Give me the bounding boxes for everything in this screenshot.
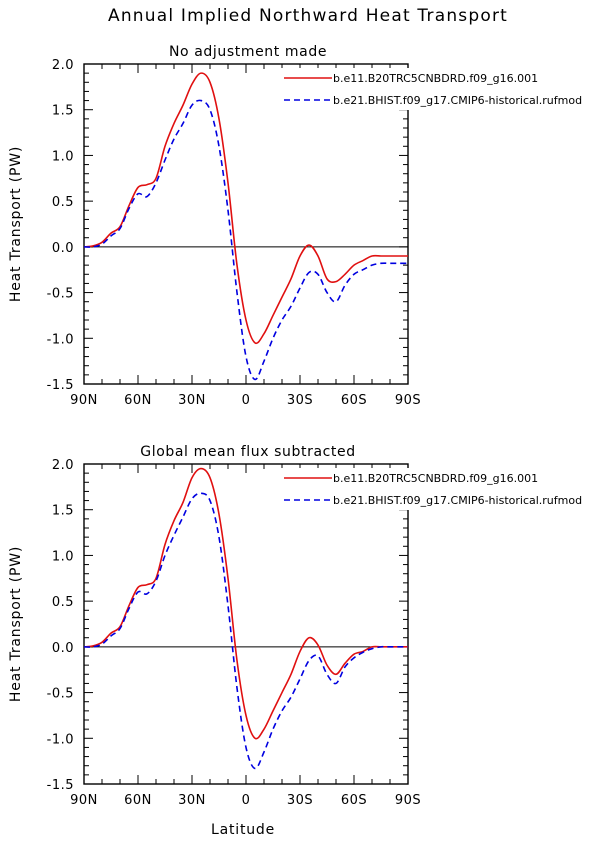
y-tick-label: 0.0: [52, 641, 74, 656]
legend-entry-1: b.e11.B20TRC5CNBDRD.f09_g16.001: [333, 72, 538, 85]
y-tick-label: 2.0: [52, 458, 74, 473]
y-tick-label: 1.5: [52, 104, 74, 119]
x-tick-label: 60N: [124, 393, 152, 408]
y-tick-label: -1.5: [47, 378, 74, 393]
y-tick-label: -1.0: [47, 332, 74, 347]
panel-title: No adjustment made: [169, 44, 327, 60]
panel-title: Global mean flux subtracted: [140, 444, 355, 460]
x-tick-label: 30S: [287, 793, 313, 808]
x-axis-label: Latitude: [211, 822, 275, 838]
x-tick-label: 30S: [287, 393, 313, 408]
y-tick-label: -0.5: [47, 287, 74, 302]
series-line-2: [83, 492, 408, 770]
x-tick-label: 60S: [341, 393, 367, 408]
legend: b.e11.B20TRC5CNBDRD.f09_g16.001 b.e21.BHI…: [281, 468, 611, 510]
x-tick-label: 30N: [178, 393, 206, 408]
legend-entry-1: b.e11.B20TRC5CNBDRD.f09_g16.001: [333, 472, 538, 485]
series-line-2: [83, 99, 408, 381]
figure-title: Annual Implied Northward Heat Transport: [108, 6, 508, 26]
legend-background: [281, 468, 611, 510]
y-tick-label: 0.0: [52, 241, 74, 256]
chart-panel-1: No adjustment made 90N 60N 30N 0 30S 60S 90S 2.0…: [8, 44, 611, 408]
plot-frame: [83, 463, 409, 785]
series-line-1: [83, 72, 408, 345]
y-axis-label: Heat Transport (PW): [8, 146, 24, 302]
y-tick-label: -1.0: [47, 732, 74, 747]
series-line-1: [83, 467, 408, 740]
x-tick-label: 90N: [70, 393, 98, 408]
legend: b.e11.B20TRC5CNBDRD.f09_g16.001 b.e21.BHI…: [281, 68, 611, 110]
x-tick-label: 0: [242, 393, 251, 408]
y-tick-label: -0.5: [47, 687, 74, 702]
y-tick-label: 0.5: [52, 195, 74, 210]
y-tick-label: -1.5: [47, 778, 74, 793]
legend-entry-2: b.e21.BHIST.f09_g17.CMIP6-historical.ruf…: [333, 94, 582, 107]
x-tick-label: 60S: [341, 793, 367, 808]
x-tick-label: 90S: [395, 393, 421, 408]
chart-panel-2: Global mean flux subtracted 90N 60N 30N 0 30S…: [8, 444, 611, 808]
y-tick-label: 1.5: [52, 504, 74, 519]
x-tick-label: 90N: [70, 793, 98, 808]
y-tick-label: 1.0: [52, 149, 74, 164]
y-tick-label: 0.5: [52, 595, 74, 610]
x-tick-label: 60N: [124, 793, 152, 808]
legend-background: [281, 68, 611, 110]
x-tick-label: 90S: [395, 793, 421, 808]
x-tick-label: 30N: [178, 793, 206, 808]
y-tick-label: 1.0: [52, 549, 74, 564]
legend-entry-2: b.e21.BHIST.f09_g17.CMIP6-historical.ruf…: [333, 494, 582, 507]
x-tick-label: 0: [242, 793, 251, 808]
plot-frame: [83, 63, 409, 385]
y-axis-label: Heat Transport (PW): [8, 546, 24, 702]
y-tick-label: 2.0: [52, 58, 74, 73]
